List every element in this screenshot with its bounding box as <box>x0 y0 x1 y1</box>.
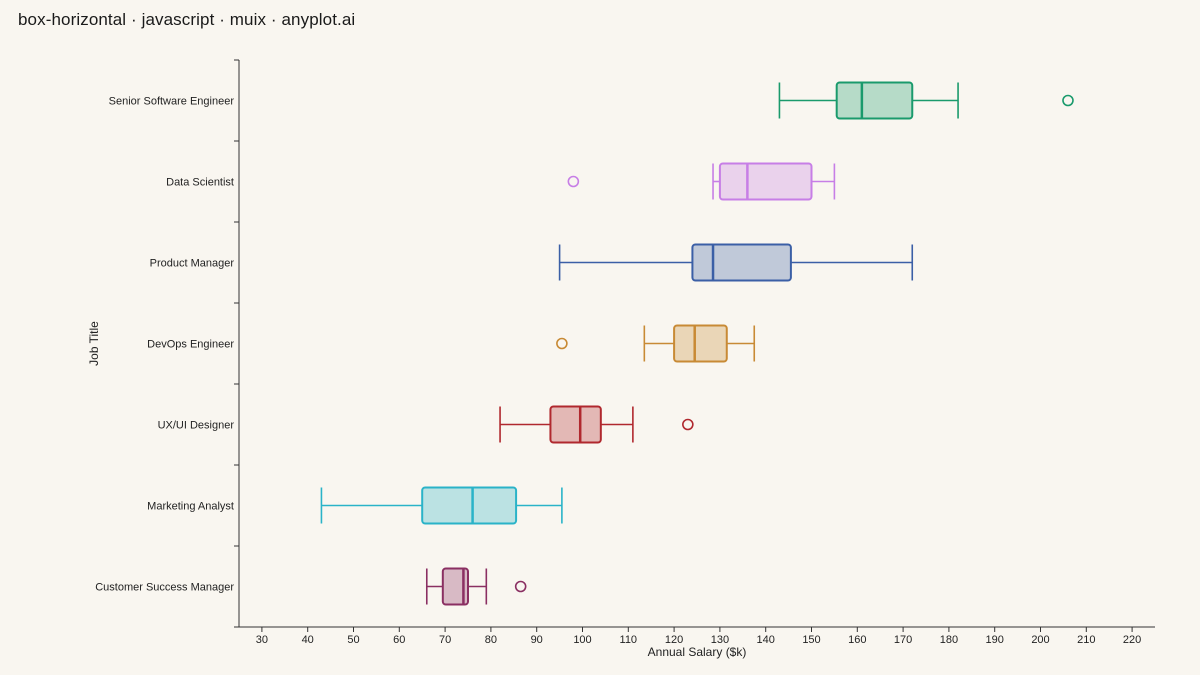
y-tick-label: Senior Software Engineer <box>109 96 235 108</box>
iqr-box <box>691 243 792 282</box>
x-tick-label: 50 <box>347 634 359 646</box>
y-tick-label: Data Scientist <box>166 177 234 189</box>
y-tick-label: UX/UI Designer <box>158 420 235 432</box>
y-tick-label: Product Manager <box>150 258 235 270</box>
x-axis-title: Annual Salary ($k) <box>648 645 747 659</box>
x-tick-label: 40 <box>302 634 314 646</box>
x-tick-label: 210 <box>1077 634 1095 646</box>
x-tick-label: 60 <box>393 634 405 646</box>
x-tick-label: 70 <box>439 634 451 646</box>
x-tick-label: 200 <box>1031 634 1049 646</box>
x-tick-label: 150 <box>802 634 820 646</box>
y-tick-label: DevOps Engineer <box>147 339 234 351</box>
y-tick-label: Customer Success Manager <box>95 582 234 594</box>
x-tick-label: 110 <box>620 634 638 646</box>
iqr-box <box>441 567 469 606</box>
x-tick-label: 120 <box>665 634 683 646</box>
x-tick-label: 100 <box>573 634 591 646</box>
x-tick-label: 160 <box>848 634 866 646</box>
x-tick-label: 220 <box>1123 634 1141 646</box>
x-tick-label: 140 <box>757 634 775 646</box>
outlier-point <box>682 418 694 431</box>
x-tick-label: 170 <box>894 634 912 646</box>
y-tick-label: Marketing Analyst <box>147 501 234 513</box>
iqr-box <box>549 405 602 444</box>
iqr-box <box>421 486 518 525</box>
x-tick-label: 80 <box>485 634 497 646</box>
chart-title: box-horizontal · javascript · muix · any… <box>18 10 356 29</box>
outlier-point <box>556 337 568 350</box>
y-axis-title: Job Title <box>87 321 101 366</box>
x-tick-label: 130 <box>711 634 729 646</box>
x-tick-label: 30 <box>256 634 268 646</box>
iqr-box <box>718 162 813 201</box>
x-tick-label: 190 <box>986 634 1004 646</box>
outlier-point <box>1062 94 1074 107</box>
iqr-box <box>673 324 728 363</box>
outlier-point <box>514 580 527 593</box>
x-tick-label: 180 <box>940 634 958 646</box>
x-tick-label: 90 <box>531 634 543 646</box>
outlier-point <box>567 175 580 188</box>
iqr-box <box>835 81 914 120</box>
